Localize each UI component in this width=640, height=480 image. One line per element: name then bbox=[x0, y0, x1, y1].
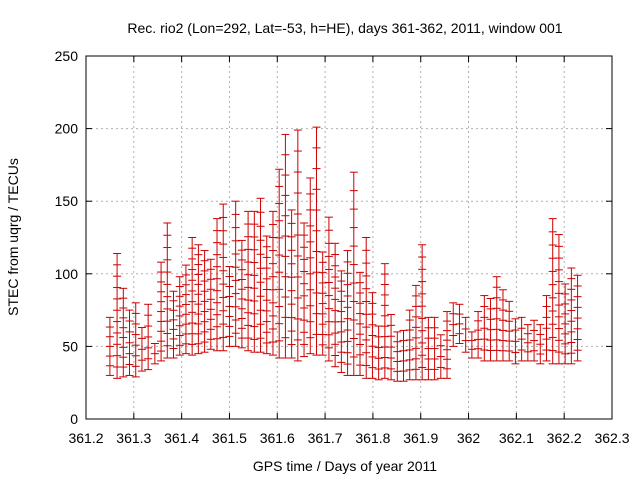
stec-bar bbox=[331, 242, 340, 368]
stec-bar bbox=[157, 261, 166, 362]
stec-bar bbox=[399, 329, 408, 382]
stec-bar bbox=[536, 324, 545, 365]
stec-bar bbox=[567, 267, 576, 365]
stec-bar bbox=[318, 251, 327, 356]
stec-bar bbox=[337, 270, 346, 374]
x-tick-label: 361.6 bbox=[260, 430, 295, 446]
stec-bar bbox=[256, 197, 265, 353]
plot-frame bbox=[85, 55, 613, 420]
x-tick-label: 362.1 bbox=[499, 430, 534, 446]
y-tick-label: 100 bbox=[55, 266, 79, 282]
stec-bar bbox=[517, 316, 526, 362]
stec-bar bbox=[131, 302, 140, 378]
x-tick-label: 361.2 bbox=[68, 430, 103, 446]
stec-bar bbox=[300, 222, 309, 358]
stec-bar bbox=[250, 210, 259, 353]
stec-bar bbox=[119, 287, 128, 378]
stec-bar bbox=[436, 334, 445, 379]
stec-bar bbox=[287, 209, 296, 359]
y-tick-label: 150 bbox=[55, 193, 79, 209]
stec-bar bbox=[443, 311, 452, 379]
stec-bar bbox=[244, 210, 253, 352]
stec-bar bbox=[455, 303, 464, 344]
stec-bar bbox=[362, 237, 371, 379]
x-tick-label: 362.3 bbox=[594, 430, 629, 446]
stec-bar bbox=[206, 258, 215, 350]
stec-bar bbox=[125, 309, 134, 376]
stec-bar bbox=[312, 126, 321, 356]
x-tick-label: 361.7 bbox=[308, 430, 343, 446]
y-tick-label: 50 bbox=[62, 338, 78, 354]
stec-bar bbox=[411, 284, 420, 381]
stec-bar bbox=[237, 239, 246, 349]
y-tick-label: 250 bbox=[55, 48, 79, 64]
axis-ticks: 361.2 361.3 361.4 361.5 361.6 361.7 361.8 361.9… bbox=[55, 48, 630, 446]
stec-bar bbox=[474, 311, 483, 359]
stec-bar bbox=[150, 342, 159, 365]
x-tick-label: 361.5 bbox=[212, 430, 247, 446]
stec-bar bbox=[163, 222, 172, 359]
x-tick-label: 362.2 bbox=[547, 430, 582, 446]
stec-bar bbox=[554, 234, 563, 365]
data-marks bbox=[105, 126, 582, 382]
y-axis-label: STEC from uqrg / TECUs bbox=[5, 158, 21, 316]
stec-bar bbox=[137, 327, 146, 372]
y-tick-label: 200 bbox=[55, 121, 79, 137]
stec-bar bbox=[306, 177, 315, 355]
chart-title: Rec. rio2 (Lon=292, Lat=-53, h=HE), days… bbox=[127, 20, 562, 36]
stec-bar bbox=[430, 316, 439, 381]
stec-bar bbox=[387, 313, 396, 381]
stec-bar bbox=[498, 289, 507, 362]
stec-bar bbox=[511, 318, 520, 365]
stec-bar bbox=[548, 218, 557, 365]
stec-bar bbox=[200, 250, 209, 353]
stec-bar bbox=[225, 266, 234, 347]
x-tick-label: 361.4 bbox=[164, 430, 199, 446]
x-tick-label: 361.3 bbox=[116, 430, 151, 446]
x-tick-label: 361.9 bbox=[403, 430, 438, 446]
stec-bar bbox=[194, 244, 203, 355]
stec-bar bbox=[461, 316, 470, 353]
stec-bar bbox=[343, 250, 352, 376]
stec-bar bbox=[418, 244, 427, 381]
x-axis-label: GPS time / Days of year 2011 bbox=[253, 458, 437, 474]
stec-bar bbox=[175, 276, 184, 356]
stec-bar bbox=[561, 283, 570, 365]
stec-bar bbox=[219, 203, 228, 352]
stec-bar bbox=[355, 271, 364, 376]
stec-bar bbox=[169, 290, 178, 359]
stec-bar bbox=[542, 295, 551, 362]
x-tick-label: 361.8 bbox=[355, 430, 390, 446]
stec-bar bbox=[188, 237, 197, 356]
stec-bar bbox=[573, 274, 582, 362]
stec-bar bbox=[324, 216, 333, 362]
stec-bar bbox=[530, 319, 539, 362]
stec-bar bbox=[380, 263, 389, 379]
stec-bar bbox=[368, 292, 377, 379]
stec-bar bbox=[349, 171, 358, 376]
stec-bar bbox=[449, 302, 458, 347]
stec-bar bbox=[105, 316, 114, 376]
stec-bar bbox=[213, 218, 222, 352]
stec-bar bbox=[113, 252, 122, 379]
x-tick-label: 362 bbox=[457, 430, 481, 446]
stec-bar bbox=[144, 303, 153, 371]
stec-bar bbox=[393, 331, 402, 382]
y-tick-label: 0 bbox=[70, 411, 78, 427]
stec-bar bbox=[505, 300, 514, 362]
